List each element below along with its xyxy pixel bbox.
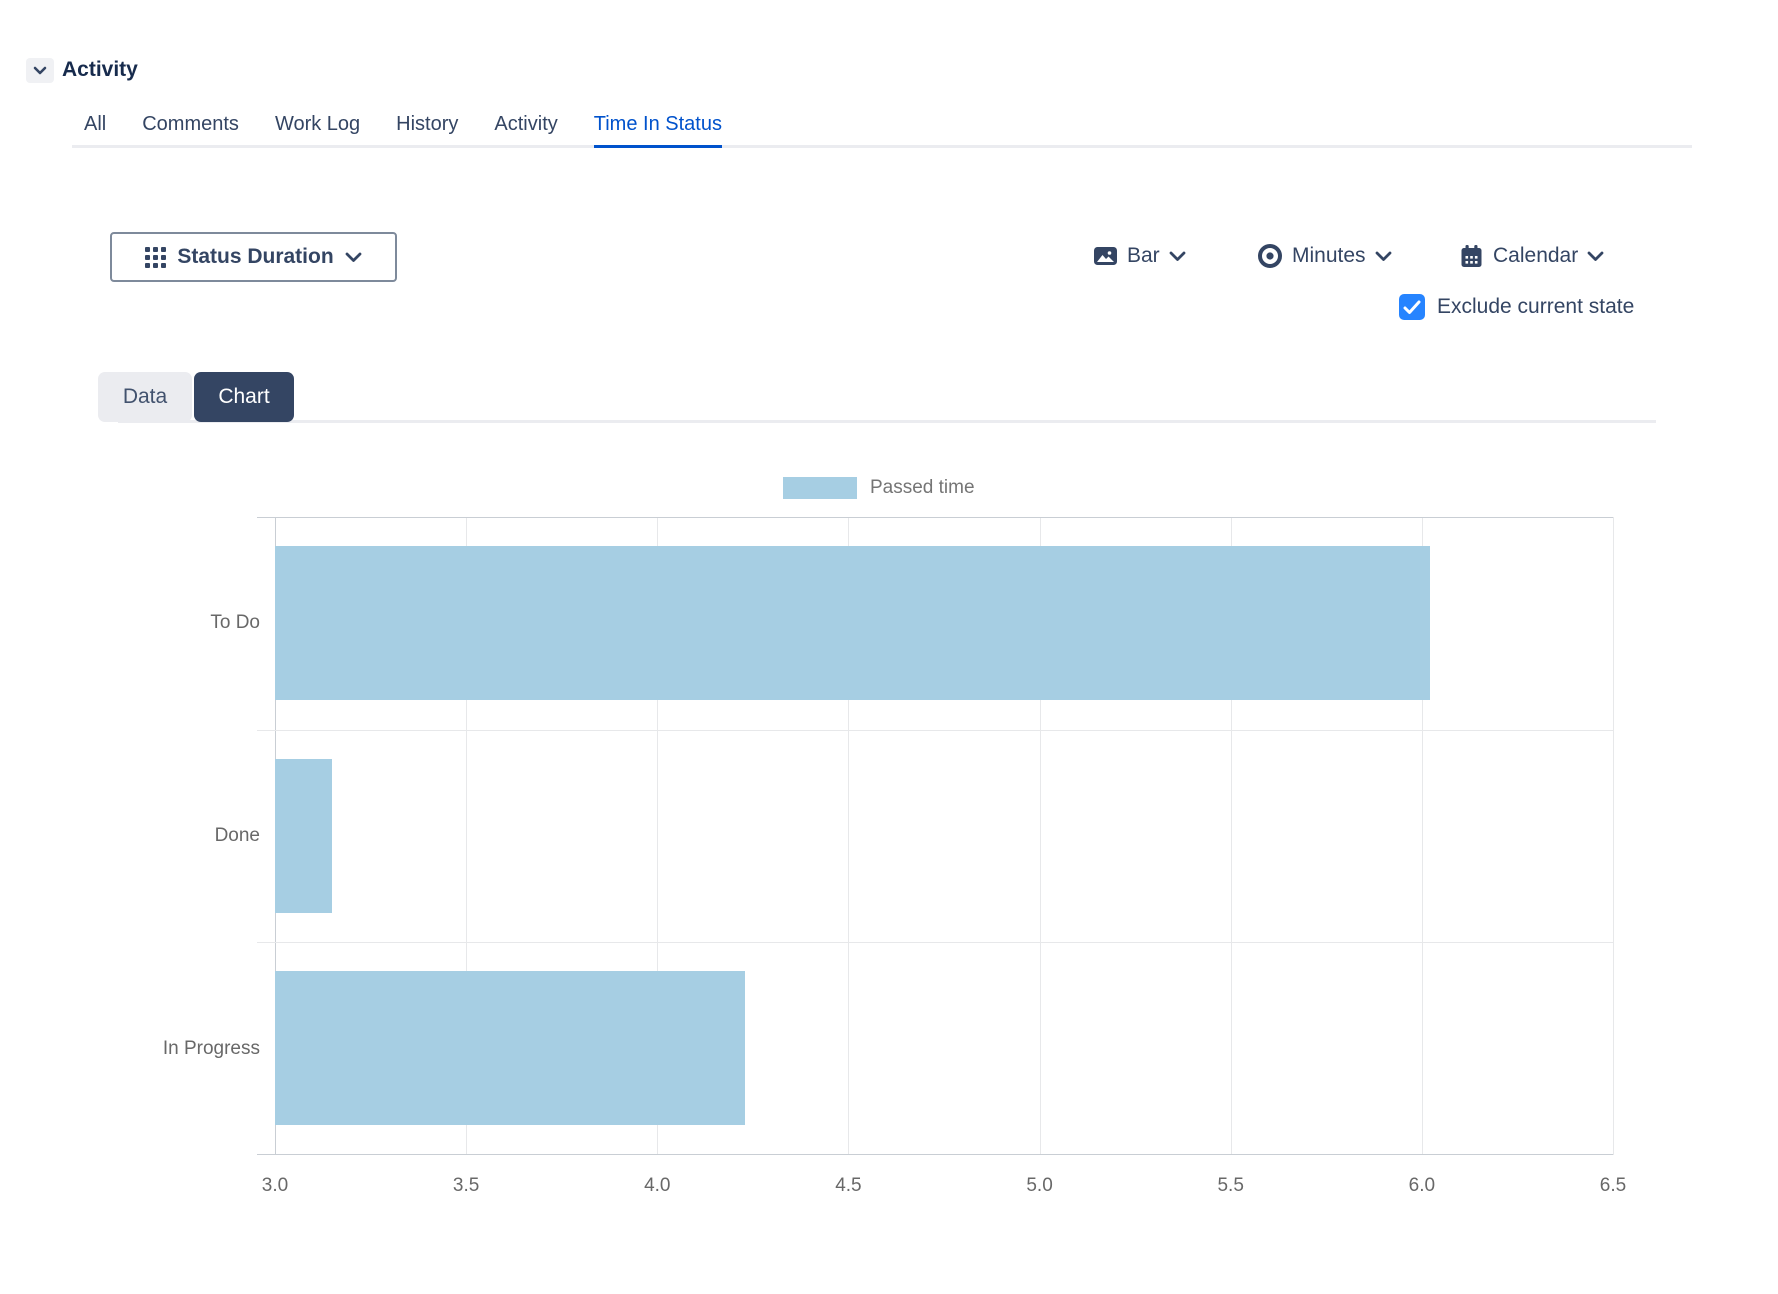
bar-done[interactable]: [275, 758, 333, 913]
y-category-label: In Progress: [162, 1037, 260, 1059]
legend-swatch: [783, 477, 857, 499]
activity-collapse-button[interactable]: [26, 58, 54, 83]
chart-type-dropdown[interactable]: Bar: [1093, 241, 1186, 271]
status-duration-label: Status Duration: [177, 245, 334, 268]
activity-tabs-divider: [72, 145, 1692, 148]
x-tick-label: 5.5: [1217, 1175, 1244, 1196]
x-axis-line: [257, 1154, 1613, 1155]
chart-x-axis-labels: 3.0 3.5 4.0 4.5 5.0 5.5 6.0 6.5: [262, 1175, 1626, 1201]
gridline: [1039, 517, 1041, 1155]
x-tick-label: 4.5: [835, 1175, 862, 1196]
page-title: Activity: [62, 58, 138, 81]
gridline: [257, 942, 1613, 944]
grid-icon: [145, 246, 167, 268]
x-tick-label: 6.0: [1408, 1175, 1436, 1196]
view-tabs-divider: [118, 420, 1656, 423]
x-tick-label: 3.0: [261, 1175, 289, 1196]
exclude-current-state-row[interactable]: Exclude current state: [1399, 294, 1634, 320]
activity-tab-bar: All Comments Work Log History Activity Time I…: [84, 112, 722, 148]
gridline: [257, 517, 1613, 518]
tab-history[interactable]: History: [396, 113, 459, 135]
chevron-down-icon: [1375, 251, 1392, 262]
gridline: [257, 729, 1613, 731]
gridline: [466, 517, 468, 1155]
exclude-current-state-checkbox[interactable]: [1399, 294, 1425, 320]
gridline: [848, 517, 850, 1155]
exclude-current-state-label: Exclude current state: [1437, 295, 1635, 318]
unit-label: Minutes: [1292, 244, 1366, 267]
tab-work-log[interactable]: Work Log: [274, 113, 361, 135]
gridline: [1613, 517, 1614, 1155]
chevron-down-icon: [1587, 251, 1604, 262]
view-tab-data[interactable]: Data: [98, 372, 192, 422]
unit-dropdown[interactable]: Minutes: [1257, 241, 1392, 271]
x-tick-label: 6.5: [1599, 1175, 1627, 1196]
chart-plot-area: [257, 517, 1614, 1155]
chart-type-label: Bar: [1127, 244, 1160, 267]
calendar-label: Calendar: [1493, 244, 1579, 267]
tab-all[interactable]: All: [84, 113, 107, 135]
legend-label: Passed time: [870, 477, 975, 498]
eye-icon: [1257, 243, 1283, 269]
chart-legend[interactable]: Passed time: [783, 477, 975, 499]
chevron-down-icon: [345, 252, 362, 263]
bar-in-progress[interactable]: [275, 971, 746, 1126]
image-icon: [1093, 244, 1118, 268]
x-tick-label: 3.5: [452, 1175, 480, 1196]
gridline: [1421, 517, 1423, 1155]
gridline: [1230, 517, 1232, 1155]
x-tick-label: 5.0: [1026, 1175, 1053, 1196]
view-tab-chart[interactable]: Chart: [194, 372, 294, 422]
x-tick-label: 4.0: [644, 1175, 671, 1196]
status-duration-dropdown[interactable]: Status Duration: [110, 232, 397, 282]
bar-to-do[interactable]: [275, 546, 1430, 700]
chevron-down-icon: [33, 66, 47, 75]
tab-activity[interactable]: Activity: [494, 113, 558, 135]
gridline: [657, 517, 659, 1155]
calendar-icon: [1459, 244, 1484, 269]
y-category-label: To Do: [210, 612, 260, 634]
y-category-label: Done: [214, 825, 260, 846]
tab-comments[interactable]: Comments: [142, 113, 239, 135]
chevron-down-icon: [1169, 251, 1186, 262]
chart-y-axis-labels: To Do Done In Progress: [80, 517, 260, 1155]
tab-time-in-status[interactable]: Time In Status: [593, 112, 722, 148]
calendar-dropdown[interactable]: Calendar: [1459, 241, 1604, 271]
